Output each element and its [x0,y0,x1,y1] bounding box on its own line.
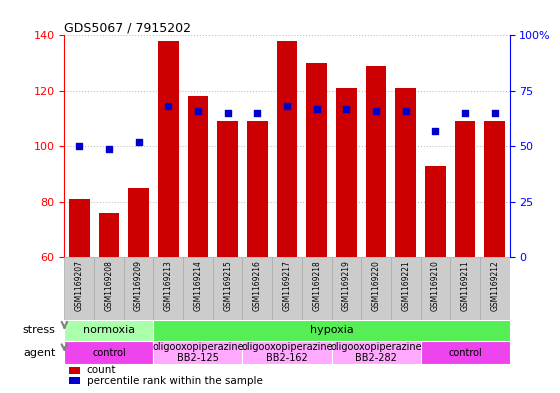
Text: count: count [87,365,116,375]
Point [164,103,173,110]
Text: normoxia: normoxia [83,325,135,335]
Text: control: control [448,347,482,358]
Bar [242,257,272,320]
Bar [153,341,242,364]
Bar [480,257,510,320]
Text: GSM1169216: GSM1169216 [253,260,262,311]
Bar [455,121,475,257]
Bar [69,367,80,374]
Bar [332,257,361,320]
Bar [94,257,124,320]
Text: GSM1169215: GSM1169215 [223,260,232,311]
Bar [153,320,510,341]
Text: GDS5067 / 7915202: GDS5067 / 7915202 [64,21,192,34]
Bar [272,257,302,320]
Text: agent: agent [23,347,55,358]
Text: stress: stress [22,325,55,335]
Point [253,110,262,116]
Bar [361,257,391,320]
Text: GSM1169210: GSM1169210 [431,260,440,311]
Point [491,110,500,116]
Bar [332,341,421,364]
Point [401,108,410,114]
Bar [484,121,505,257]
Bar [450,257,480,320]
Point [194,108,203,114]
Bar [277,41,297,257]
Bar [421,257,450,320]
Point [342,105,351,112]
Bar [242,341,332,364]
Bar [128,188,149,257]
Bar [213,257,242,320]
Point [134,139,143,145]
Bar [302,257,332,320]
Text: GSM1169211: GSM1169211 [460,260,470,311]
Bar [425,166,446,257]
Bar [158,41,179,257]
Bar [99,213,119,257]
Bar [188,96,208,257]
Point [460,110,469,116]
Text: GSM1169213: GSM1169213 [164,260,173,311]
Point [75,143,84,149]
Text: oligooxopiperazine
BB2-162: oligooxopiperazine BB2-162 [241,342,333,364]
Bar [69,199,90,257]
Bar [64,341,153,364]
Point [223,110,232,116]
Text: GSM1169217: GSM1169217 [282,260,292,311]
Text: GSM1169218: GSM1169218 [312,260,321,311]
Text: oligooxopiperazine
BB2-282: oligooxopiperazine BB2-282 [330,342,422,364]
Bar [217,121,238,257]
Bar [64,320,153,341]
Text: GSM1169209: GSM1169209 [134,260,143,311]
Bar [69,377,80,384]
Text: GSM1169220: GSM1169220 [371,260,381,311]
Point [312,105,321,112]
Text: percentile rank within the sample: percentile rank within the sample [87,376,263,386]
Bar [306,63,327,257]
Text: GSM1169207: GSM1169207 [74,260,84,311]
Bar [336,88,357,257]
Bar [391,257,421,320]
Bar [395,88,416,257]
Bar [421,341,510,364]
Bar [247,121,268,257]
Text: GSM1169214: GSM1169214 [193,260,203,311]
Bar [64,257,94,320]
Text: GSM1169219: GSM1169219 [342,260,351,311]
Text: hypoxia: hypoxia [310,325,353,335]
Bar [183,257,213,320]
Text: GSM1169208: GSM1169208 [104,260,114,311]
Point [282,103,291,110]
Bar [366,66,386,257]
Text: GSM1169221: GSM1169221 [401,260,410,311]
Bar [124,257,153,320]
Text: GSM1169212: GSM1169212 [490,260,500,311]
Bar [153,257,183,320]
Text: oligooxopiperazine
BB2-125: oligooxopiperazine BB2-125 [152,342,244,364]
Point [431,128,440,134]
Text: control: control [92,347,126,358]
Point [372,108,381,114]
Point [105,145,114,152]
